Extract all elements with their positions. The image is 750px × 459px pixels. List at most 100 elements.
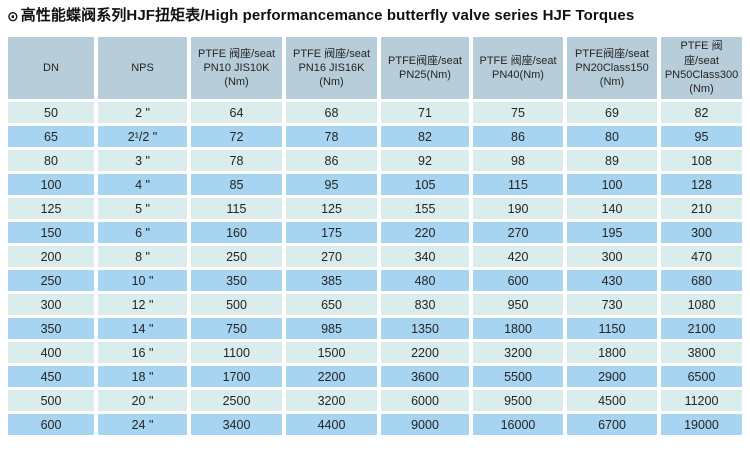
- torque-value-cell: 108: [661, 150, 742, 171]
- torque-value-cell: 950: [473, 294, 563, 315]
- column-header-pn25: PTFE阀座/seat PN25(Nm): [381, 37, 469, 99]
- torque-value-cell: 985: [286, 318, 377, 339]
- table-row: 150 6 " 160 175 220 270 195 300: [8, 222, 742, 243]
- torque-value-cell: 105: [381, 174, 469, 195]
- torque-value-cell: 3200: [473, 342, 563, 363]
- torque-value-cell: 210: [661, 198, 742, 219]
- torque-table: DN NPS PTFE 阀座/seat PN10 JIS10K (Nm) PTF…: [4, 34, 746, 438]
- torque-value-cell: 115: [191, 198, 282, 219]
- nps-cell: 24 ": [98, 414, 187, 435]
- dn-cell: 65: [8, 126, 94, 147]
- table-row: 600 24 " 3400 4400 9000 16000 6700 19000: [8, 414, 742, 435]
- torque-value-cell: 1080: [661, 294, 742, 315]
- dn-cell: 125: [8, 198, 94, 219]
- torque-value-cell: 175: [286, 222, 377, 243]
- torque-value-cell: 3800: [661, 342, 742, 363]
- torque-value-cell: 2500: [191, 390, 282, 411]
- table-row: 300 12 " 500 650 830 950 730 1080: [8, 294, 742, 315]
- torque-value-cell: 2200: [286, 366, 377, 387]
- dn-cell: 400: [8, 342, 94, 363]
- nps-cell: 14 ": [98, 318, 187, 339]
- torque-value-cell: 9000: [381, 414, 469, 435]
- torque-value-cell: 11200: [661, 390, 742, 411]
- dn-cell: 500: [8, 390, 94, 411]
- table-row: 350 14 " 750 985 1350 1800 1150 2100: [8, 318, 742, 339]
- nps-cell: 2 ": [98, 102, 187, 123]
- dn-cell: 50: [8, 102, 94, 123]
- nps-cell: 2¹/2 ": [98, 126, 187, 147]
- torque-value-cell: 82: [381, 126, 469, 147]
- column-header-pn20class150: PTFE阀座/seat PN20Class150 (Nm): [567, 37, 657, 99]
- torque-value-cell: 75: [473, 102, 563, 123]
- torque-value-cell: 16000: [473, 414, 563, 435]
- torque-value-cell: 340: [381, 246, 469, 267]
- torque-value-cell: 128: [661, 174, 742, 195]
- torque-value-cell: 420: [473, 246, 563, 267]
- table-row: 500 20 " 2500 3200 6000 9500 4500 11200: [8, 390, 742, 411]
- dn-cell: 350: [8, 318, 94, 339]
- torque-value-cell: 115: [473, 174, 563, 195]
- column-header-dn: DN: [8, 37, 94, 99]
- page-title: ⊙ 高性能蝶阀系列HJF扭矩表/High performancemance bu…: [0, 0, 750, 33]
- torque-value-cell: 100: [567, 174, 657, 195]
- table-row: 450 18 " 1700 2200 3600 5500 2900 6500: [8, 366, 742, 387]
- torque-value-cell: 270: [286, 246, 377, 267]
- torque-value-cell: 82: [661, 102, 742, 123]
- torque-value-cell: 3400: [191, 414, 282, 435]
- torque-value-cell: 730: [567, 294, 657, 315]
- dn-cell: 200: [8, 246, 94, 267]
- torque-value-cell: 220: [381, 222, 469, 243]
- torque-value-cell: 68: [286, 102, 377, 123]
- table-row: 200 8 " 250 270 340 420 300 470: [8, 246, 742, 267]
- torque-value-cell: 750: [191, 318, 282, 339]
- nps-cell: 4 ": [98, 174, 187, 195]
- torque-value-cell: 1350: [381, 318, 469, 339]
- torque-value-cell: 5500: [473, 366, 563, 387]
- torque-value-cell: 1800: [473, 318, 563, 339]
- dn-cell: 100: [8, 174, 94, 195]
- column-header-pn50class300: PTFE 阀座/seat PN50Class300 (Nm): [661, 37, 742, 99]
- torque-value-cell: 1800: [567, 342, 657, 363]
- torque-value-cell: 72: [191, 126, 282, 147]
- torque-value-cell: 125: [286, 198, 377, 219]
- torque-value-cell: 9500: [473, 390, 563, 411]
- dn-cell: 250: [8, 270, 94, 291]
- torque-value-cell: 2100: [661, 318, 742, 339]
- torque-value-cell: 385: [286, 270, 377, 291]
- torque-value-cell: 98: [473, 150, 563, 171]
- torque-value-cell: 470: [661, 246, 742, 267]
- dn-cell: 600: [8, 414, 94, 435]
- table-row: 100 4 " 85 95 105 115 100 128: [8, 174, 742, 195]
- nps-cell: 18 ": [98, 366, 187, 387]
- torque-value-cell: 80: [567, 126, 657, 147]
- nps-cell: 20 ": [98, 390, 187, 411]
- torque-value-cell: 95: [661, 126, 742, 147]
- torque-value-cell: 89: [567, 150, 657, 171]
- torque-value-cell: 155: [381, 198, 469, 219]
- column-header-pn16: PTFE 阀座/seat PN16 JIS16K (Nm): [286, 37, 377, 99]
- torque-value-cell: 2900: [567, 366, 657, 387]
- torque-value-cell: 300: [567, 246, 657, 267]
- torque-value-cell: 3200: [286, 390, 377, 411]
- table-row: 80 3 " 78 86 92 98 89 108: [8, 150, 742, 171]
- torque-value-cell: 160: [191, 222, 282, 243]
- nps-cell: 16 ": [98, 342, 187, 363]
- torque-value-cell: 3600: [381, 366, 469, 387]
- column-header-nps: NPS: [98, 37, 187, 99]
- torque-value-cell: 4500: [567, 390, 657, 411]
- table-row: 125 5 " 115 125 155 190 140 210: [8, 198, 742, 219]
- nps-cell: 6 ": [98, 222, 187, 243]
- nps-cell: 12 ": [98, 294, 187, 315]
- torque-value-cell: 64: [191, 102, 282, 123]
- torque-value-cell: 1100: [191, 342, 282, 363]
- torque-value-cell: 195: [567, 222, 657, 243]
- torque-value-cell: 6500: [661, 366, 742, 387]
- page-title-text: 高性能蝶阀系列HJF扭矩表/High performancemance butt…: [20, 7, 635, 24]
- torque-value-cell: 300: [661, 222, 742, 243]
- dn-cell: 450: [8, 366, 94, 387]
- dn-cell: 150: [8, 222, 94, 243]
- torque-value-cell: 190: [473, 198, 563, 219]
- torque-value-cell: 430: [567, 270, 657, 291]
- torque-value-cell: 19000: [661, 414, 742, 435]
